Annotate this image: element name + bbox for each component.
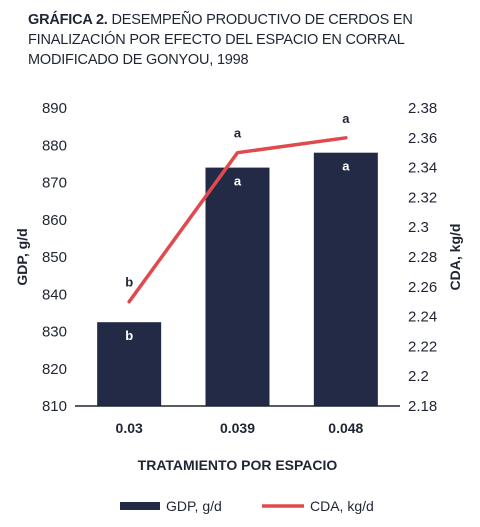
bar-significance-label: a <box>234 174 242 189</box>
y-axis-title: GDP, g/d <box>14 228 30 285</box>
y-axis-tick-label: 870 <box>42 175 67 192</box>
y2-axis-tick-label: 2.34 <box>408 160 437 177</box>
y2-axis-tick-label: 2.24 <box>408 309 437 326</box>
x-axis-tick-label: 0.048 <box>328 420 363 436</box>
bar-significance-label: b <box>125 328 133 343</box>
y2-axis-tick-label: 2.22 <box>408 338 437 355</box>
chart-title: GRÁFICA 2. DESEMPEÑO PRODUCTIVO DE CERDO… <box>28 10 468 70</box>
y-axis-tick-label: 820 <box>42 361 67 378</box>
x-axis-tick-label: 0.03 <box>116 420 143 436</box>
x-axis-title: TRATAMIENTO POR ESPACIO <box>138 457 338 473</box>
line-significance-label: a <box>234 126 242 141</box>
y-axis-tick-label: 880 <box>42 137 67 154</box>
y2-axis-tick-label: 2.18 <box>408 398 437 415</box>
y2-axis-tick-label: 2.28 <box>408 249 437 266</box>
y-axis-tick-label: 890 <box>42 100 67 117</box>
y2-axis-tick-label: 2.38 <box>408 100 437 117</box>
legend-cda-label: CDA, kg/d <box>310 498 374 514</box>
y2-axis-tick-label: 2.32 <box>408 189 437 206</box>
y-axis-tick-label: 840 <box>42 286 67 303</box>
legend-gdp-label: GDP, g/d <box>166 498 222 514</box>
line-significance-label: a <box>342 111 350 126</box>
bar-significance-label: a <box>342 159 350 174</box>
y2-axis-tick-label: 2.3 <box>408 219 429 236</box>
y-axis-tick-label: 830 <box>42 324 67 341</box>
bar-0_048 <box>313 152 378 406</box>
chart-title-text: DESEMPEÑO PRODUCTIVO DE CERDOS EN FINALI… <box>28 12 413 68</box>
line-significance-label: b <box>125 275 133 290</box>
y-axis-tick-label: 850 <box>42 249 67 266</box>
y2-axis-tick-label: 2.36 <box>408 130 437 147</box>
bar-0_039 <box>205 167 270 406</box>
bar-0_03 <box>97 322 162 406</box>
y-axis-tick-label: 860 <box>42 212 67 229</box>
legend-gdp-swatch <box>120 502 160 510</box>
x-axis-tick-label: 0.039 <box>220 420 255 436</box>
y2-axis-tick-label: 2.26 <box>408 279 437 296</box>
y2-axis-title: CDA, kg/d <box>447 224 463 291</box>
y2-axis-tick-label: 2.2 <box>408 368 429 385</box>
y-axis-tick-label: 810 <box>42 398 67 415</box>
chart-title-lead: GRÁFICA 2. <box>28 12 108 28</box>
cda-line <box>127 136 348 304</box>
